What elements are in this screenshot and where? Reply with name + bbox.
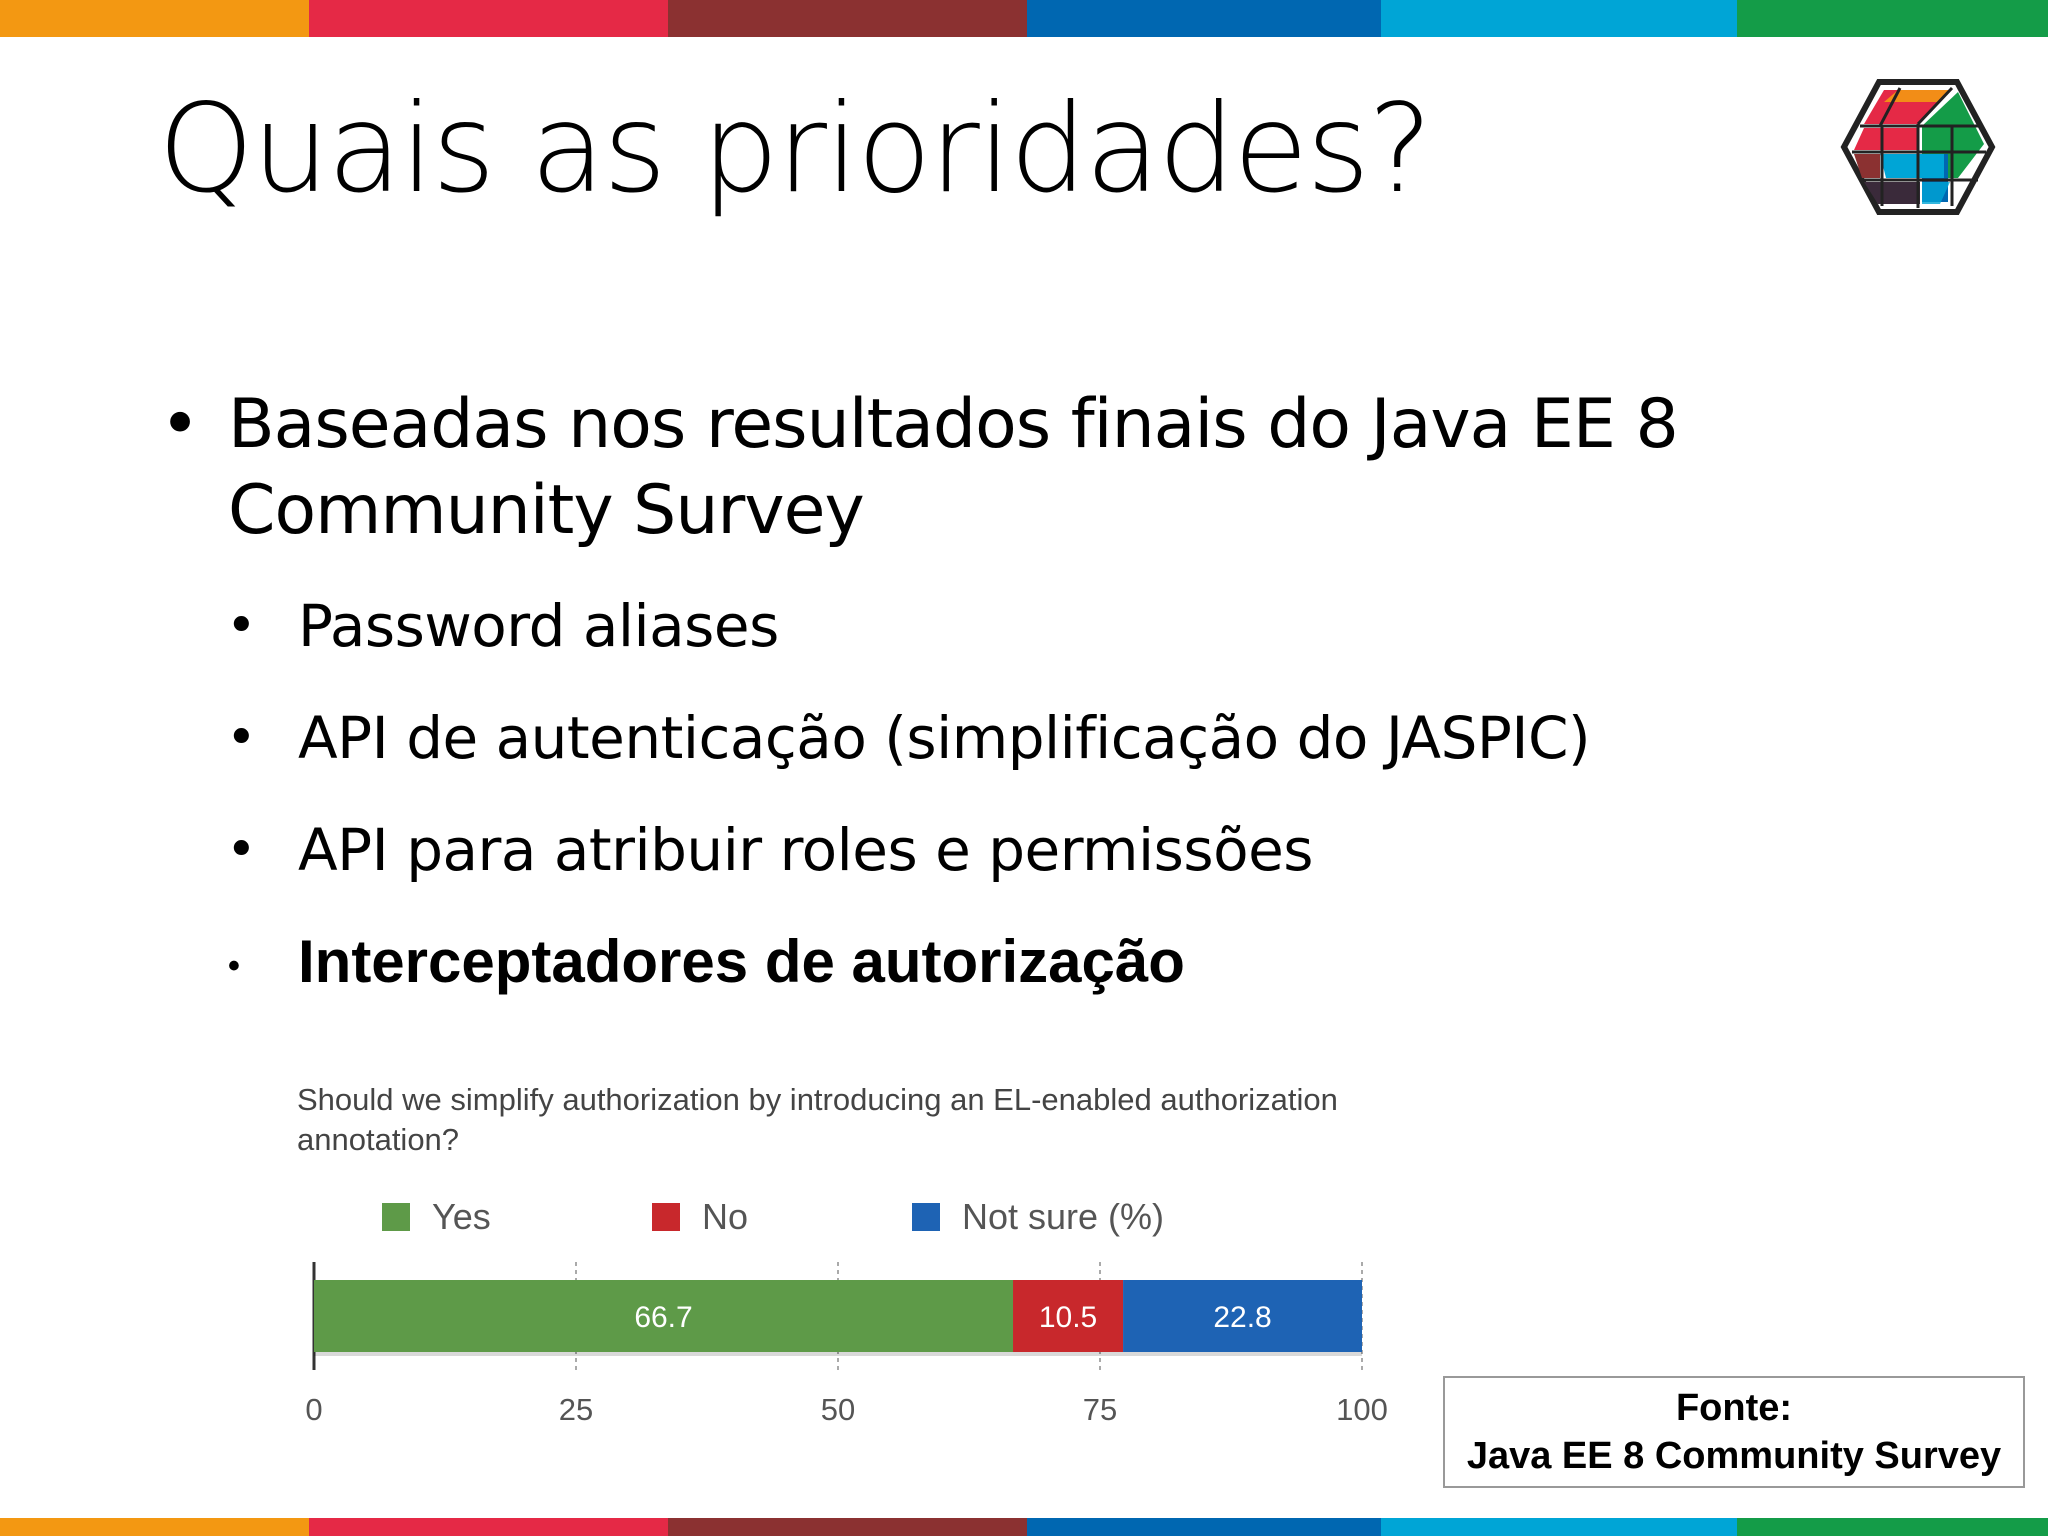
stripe-segment (0, 1518, 309, 1536)
x-tick-label: 0 (305, 1392, 322, 1427)
main-bullet-line-1: Baseadas nos resultados finais do Java E… (228, 385, 1679, 464)
source-label: Fonte: (1675, 1387, 1793, 1429)
legend-swatch (912, 1203, 940, 1231)
bar-value-label: 22.8 (1213, 1301, 1271, 1334)
bar-segment (314, 1280, 1014, 1352)
sub-bullet-text: API de autenticação (simplificação do JA… (298, 704, 1591, 772)
bullet-dot: • (226, 820, 257, 880)
stacked-bar-chart: Yes No Not sure (%) 0 25 50 75 100 66.7 10.5 22.8 (305, 1196, 1388, 1427)
stripe-segment (1027, 1518, 1381, 1536)
sub-bullet-text: Interceptadores de autorização (298, 928, 1185, 995)
bar-value-label: 66.7 (634, 1301, 692, 1334)
main-bullet: • Baseadas nos resultados finais do Java… (160, 382, 1679, 554)
bar-value-label: 10.5 (1039, 1301, 1097, 1334)
sub-bullet-roles-api: • API para atribuir roles e permissões (226, 815, 1313, 885)
stripe-segment (309, 1518, 668, 1536)
legend-label: Not sure (%) (962, 1196, 1164, 1237)
bullet-dot: • (226, 596, 257, 656)
bar-segment (1013, 1280, 1124, 1352)
stripe-segment (668, 1518, 1027, 1536)
sub-bullet-text: Password aliases (298, 592, 779, 660)
stripe-segment (309, 0, 668, 37)
sub-bullet-text: API para atribuir roles e permissões (298, 816, 1313, 884)
bar-segment (1123, 1280, 1362, 1352)
legend-swatch (382, 1203, 410, 1231)
bottom-color-stripe (0, 1518, 2048, 1536)
bullet-dot: • (226, 708, 257, 768)
bullet-dot: • (160, 385, 200, 464)
stripe-segment (1381, 1518, 1737, 1536)
legend-label: Yes (432, 1196, 491, 1237)
legend-swatch (652, 1203, 680, 1231)
slide-title: Quais as prioridades? (158, 78, 1433, 220)
x-tick-label: 75 (1083, 1392, 1117, 1427)
stripe-segment (1737, 0, 2048, 37)
x-tick-label: 25 (559, 1392, 593, 1427)
hexagon-cube-logo (1840, 79, 1996, 215)
bullet-dot: • (228, 947, 240, 985)
source-text: Java EE 8 Community Survey (1466, 1435, 2002, 1477)
source-box: Fonte: Java EE 8 Community Survey (1443, 1376, 2025, 1488)
sub-bullet-auth-api: • API de autenticação (simplificação do … (226, 703, 1591, 773)
stripe-segment (668, 0, 1027, 37)
stripe-segment (1737, 1518, 2048, 1536)
chart-question: Should we simplify authorization by intr… (297, 1082, 1338, 1157)
sub-bullet-password-aliases: • Password aliases (226, 591, 779, 661)
stripe-segment (1381, 0, 1737, 37)
stripe-segment (0, 0, 309, 37)
x-tick-label: 100 (1336, 1392, 1388, 1427)
legend-label: No (702, 1196, 748, 1237)
sub-bullet-interceptors: • Interceptadores de autorização (228, 927, 1185, 997)
x-tick-label: 50 (821, 1392, 855, 1427)
main-bullet-line-2: Community Survey (228, 471, 865, 550)
top-color-stripe (0, 0, 2048, 37)
stripe-segment (1027, 0, 1381, 37)
